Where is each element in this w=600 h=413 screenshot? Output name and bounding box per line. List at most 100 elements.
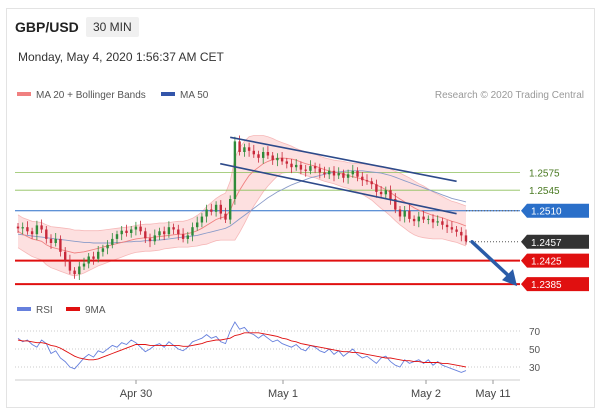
candle-body (346, 174, 350, 178)
candle-body (205, 209, 208, 217)
candle-body (139, 226, 142, 232)
time-tick-label: May 1 (268, 388, 298, 400)
candle-body (163, 231, 166, 235)
candle-body (394, 199, 397, 210)
level-label-1-2425: 1.2425 (531, 257, 562, 268)
candle-body (153, 235, 156, 242)
candle-body (120, 230, 123, 235)
candle-body (309, 166, 312, 171)
candle-body (219, 204, 222, 214)
candle-body (342, 173, 345, 178)
candle-body (186, 235, 189, 239)
candle-body (40, 225, 43, 230)
credit-text: Research © 2020 Trading Central (435, 90, 584, 101)
time-tick-label: May 11 (475, 388, 510, 400)
candle-body (92, 256, 95, 259)
candle-body (130, 229, 133, 233)
bollinger-band-area (18, 135, 466, 276)
time-tick-label: Apr 30 (120, 388, 152, 400)
candle-body (379, 191, 383, 195)
candle-body (436, 221, 439, 223)
candle-body (125, 230, 128, 233)
rsi-legend-label: RSI (36, 305, 53, 316)
candle-body (365, 180, 369, 182)
candle-body (299, 164, 303, 170)
candle-body (45, 229, 48, 239)
candle-body (323, 172, 326, 175)
candle-body (247, 147, 251, 151)
candle-body (229, 199, 232, 220)
candle-body (422, 216, 425, 220)
candle-body (389, 190, 392, 199)
level-label-1-2545: 1.2545 (529, 186, 560, 197)
time-tick-label: May 2 (411, 388, 441, 400)
channel-lower-line (220, 162, 457, 215)
rsi-legend-swatch (17, 307, 31, 311)
level-label-1-2510: 1.2510 (531, 207, 562, 218)
candle-body (106, 244, 109, 249)
ma50-line (17, 170, 467, 244)
candle-body (290, 163, 293, 168)
candle-body (403, 210, 406, 217)
level-tag-1-2510 (521, 203, 589, 218)
ma20-legend-label: MA 20 + Bollinger Bands (36, 90, 146, 101)
level-tag-1-2385 (521, 277, 589, 292)
candle-body (68, 260, 72, 271)
candle-body (431, 218, 435, 223)
candle-body (455, 229, 458, 232)
candle-body (16, 226, 20, 229)
candle-body (87, 256, 90, 264)
candle-body (427, 218, 430, 220)
candle-body (238, 141, 241, 152)
candle-body (328, 170, 331, 175)
candle-body (351, 170, 354, 175)
candle-body (64, 251, 67, 261)
level-tag-1-2457 (521, 234, 589, 249)
candle-body (78, 266, 81, 275)
candle-body (97, 251, 100, 259)
candle-body (49, 238, 53, 243)
level-tag-1-2425 (521, 253, 589, 268)
candle-body (337, 173, 340, 176)
candle-body (196, 222, 199, 228)
candle-body (313, 166, 317, 169)
candle-body (200, 216, 204, 223)
projection-arrow-head (502, 269, 517, 287)
candle-body (115, 234, 119, 239)
candle-body (172, 227, 175, 230)
candle-body (148, 238, 152, 242)
candle-body (398, 209, 402, 217)
timeframe-badge[interactable]: 30 MIN (86, 17, 139, 37)
candle-body (356, 170, 359, 177)
candle-body (54, 238, 57, 243)
level-label-1-2385: 1.2385 (531, 280, 562, 291)
candle-body (181, 234, 185, 239)
candle-body (82, 263, 86, 267)
rsi-ma-legend-label: 9MA (85, 305, 106, 316)
candle-body (370, 181, 373, 185)
candle-body (417, 216, 420, 222)
candle-body (304, 169, 307, 171)
candle-body (252, 150, 255, 155)
candle-body (445, 224, 449, 228)
ma20-legend-swatch (17, 92, 31, 96)
candle-body (271, 155, 274, 161)
candle-body (375, 184, 378, 192)
candle-body (224, 213, 227, 220)
candle-body (35, 225, 39, 235)
candle-body (144, 231, 147, 239)
candle-body (73, 270, 76, 275)
channel-upper-line (230, 136, 457, 183)
symbol-title: GBP/USD (15, 19, 79, 35)
candle-body (158, 231, 161, 236)
candle-body (167, 227, 171, 235)
candle-body (243, 147, 246, 152)
candle-body (177, 229, 180, 235)
candle-body (59, 238, 62, 252)
candle-body (276, 157, 279, 161)
candle-body (262, 152, 265, 158)
rsi-tick-label-70: 70 (529, 327, 541, 338)
candle-body (361, 176, 364, 181)
candle-body (318, 168, 321, 173)
